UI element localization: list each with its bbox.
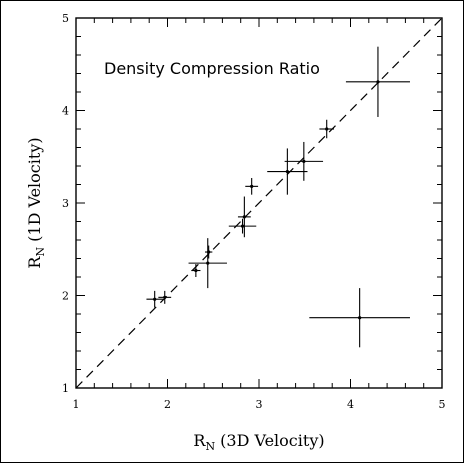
x-tick-label: 1 <box>73 398 80 411</box>
y-tick-labels: 1 2 3 4 5 <box>62 12 69 395</box>
x-axis-label: RN (3D Velocity) <box>193 431 324 453</box>
y-axis-label-rest: (1D Velocity) <box>25 137 44 247</box>
data-point <box>267 148 308 195</box>
point-marker <box>206 261 210 265</box>
point-marker <box>325 127 329 131</box>
y-axis-label: RN (1D Velocity) <box>25 137 47 268</box>
x-tick-label: 2 <box>164 398 171 411</box>
y-tick-label: 4 <box>62 105 69 118</box>
point-marker <box>250 184 254 188</box>
x-tick-labels: 1 2 3 4 5 <box>73 398 446 411</box>
data-point <box>228 218 257 234</box>
point-marker <box>376 80 380 84</box>
error-bar-points <box>146 46 410 348</box>
point-marker <box>358 316 362 320</box>
reference-line <box>75 17 443 389</box>
data-point <box>188 238 227 289</box>
point-marker <box>240 224 245 228</box>
data-point <box>284 141 324 181</box>
x-axis-label-sub: N <box>205 440 215 453</box>
chart-title: Density Compression Ratio <box>104 59 320 78</box>
data-point <box>309 288 410 348</box>
data-point <box>237 196 251 238</box>
x-tick-label: 4 <box>347 398 354 411</box>
axis-ticks <box>75 17 443 389</box>
point-marker <box>285 169 289 174</box>
x-axis-label-rest: (3D Velocity) <box>215 431 325 450</box>
x-axis-label-main: R <box>193 431 206 450</box>
y-axis-label-main: R <box>25 256 44 269</box>
y-tick-label: 5 <box>62 12 69 25</box>
y-tick-label: 3 <box>62 197 69 210</box>
point-marker <box>242 215 246 219</box>
data-point <box>158 290 172 304</box>
data-point <box>319 119 335 139</box>
x-tick-label: 3 <box>256 398 263 411</box>
y-tick-label: 2 <box>62 290 69 303</box>
point-marker <box>163 295 167 299</box>
point-marker <box>302 159 306 163</box>
point-marker <box>194 268 198 273</box>
data-point <box>245 178 259 195</box>
data-point <box>191 264 201 277</box>
point-marker <box>153 297 157 301</box>
data-point <box>146 290 163 308</box>
y-axis-label-sub: N <box>34 247 47 257</box>
x-tick-label: 5 <box>439 398 446 411</box>
data-point <box>345 46 410 117</box>
y-tick-label: 1 <box>62 382 69 395</box>
